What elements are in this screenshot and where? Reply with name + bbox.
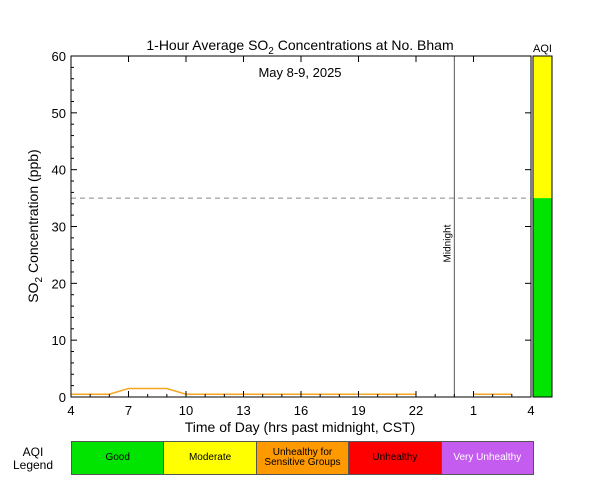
aqi-legend-item: Unhealthy	[348, 441, 442, 475]
aqi-legend-item: Moderate	[163, 441, 257, 475]
y-tick-label: 60	[52, 49, 66, 64]
x-axis-label: Time of Day (hrs past midnight, CST)	[185, 419, 416, 435]
aqi-bar-frame	[532, 55, 553, 398]
x-tick-label: 7	[125, 403, 132, 418]
x-tick-label: 4	[67, 403, 74, 418]
x-tick-label: 19	[351, 403, 365, 418]
y-tick-label: 0	[59, 390, 66, 405]
x-tick-label: 22	[409, 403, 423, 418]
x-tick-label: 13	[236, 403, 250, 418]
y-tick-label: 40	[52, 163, 66, 178]
plot-area: AQI Midnight 0 10 20 30 40 50 60 4 7 10 13 16 19 22 1 4	[52, 43, 553, 418]
y-tick-label: 30	[52, 220, 66, 235]
aqi-bar-band-0	[533, 198, 552, 397]
aqi-bar-label: AQI	[533, 43, 552, 55]
y-tick-label: 10	[52, 333, 66, 348]
y-tick-label: 20	[52, 276, 66, 291]
midnight-label: Midnight	[442, 224, 453, 262]
aqi-legend-item: Good	[71, 441, 165, 475]
x-tick-label: 16	[294, 403, 308, 418]
aqi-bar-band-1	[533, 56, 552, 199]
chart-subtitle: May 8-9, 2025	[258, 65, 341, 80]
aqi-legend-label: AQI Legend	[12, 445, 54, 472]
so2-chart: 1-Hour Average SO2 Concentrations at No.…	[25, 37, 553, 435]
y-axis-label: SO2 Concentration (ppb)	[25, 149, 45, 302]
x-tick-label: 4	[527, 403, 534, 418]
chart-title: 1-Hour Average SO2 Concentrations at No.…	[146, 37, 453, 57]
plot-frame	[70, 55, 532, 398]
x-tick-label: 10	[179, 403, 193, 418]
y-tick-label: 50	[52, 106, 66, 121]
aqi-legend-item: Unhealthy for Sensitive Groups	[255, 441, 350, 475]
x-tick-label: 1	[470, 403, 477, 418]
aqi-legend-item: Very Unhealthy	[440, 441, 534, 475]
